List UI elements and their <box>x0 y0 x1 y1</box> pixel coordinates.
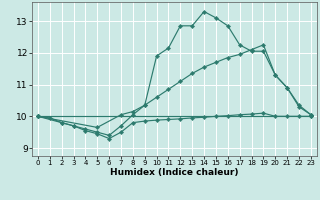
X-axis label: Humidex (Indice chaleur): Humidex (Indice chaleur) <box>110 168 239 177</box>
